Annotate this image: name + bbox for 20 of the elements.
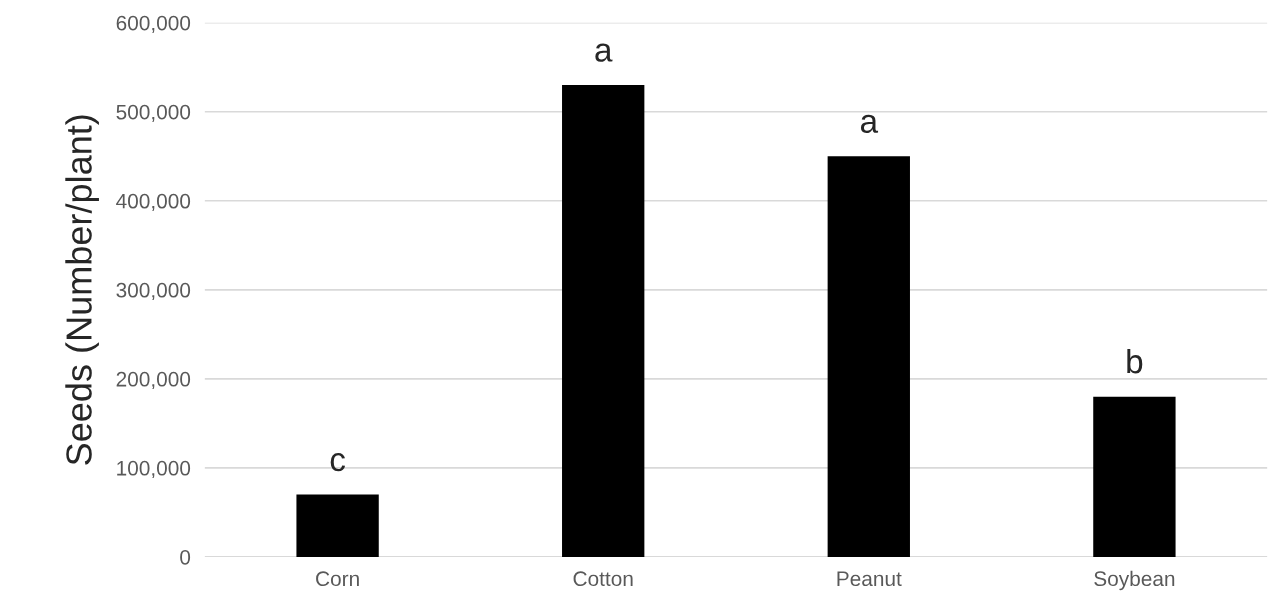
- y-tick-label: 300,000: [116, 282, 191, 301]
- annotation: c: [330, 453, 346, 472]
- y-tick-label: 0: [180, 549, 191, 565]
- x-tick-label: Peanut: [837, 571, 902, 587]
- x-tick-label: Soybean: [1094, 570, 1175, 591]
- x-tick-label: Cotton: [573, 571, 633, 587]
- bar: [296, 494, 379, 557]
- annotation: a: [860, 114, 879, 134]
- y-tick-label: 600,000: [116, 15, 191, 33]
- bar: [1093, 396, 1176, 557]
- bar: [827, 156, 910, 557]
- y-tick-label: 200,000: [116, 371, 191, 390]
- y-tick-label: 500,000: [116, 104, 191, 122]
- y-tick-label: 400,000: [116, 193, 191, 211]
- y-axis-title: Seeds (Number/plant): [65, 115, 99, 465]
- y-tick-label: 100,000: [117, 460, 191, 479]
- annotation: b: [1127, 348, 1143, 374]
- annotation: a: [595, 43, 613, 62]
- x-tick-label: Corn: [316, 571, 359, 587]
- bar: [562, 85, 645, 557]
